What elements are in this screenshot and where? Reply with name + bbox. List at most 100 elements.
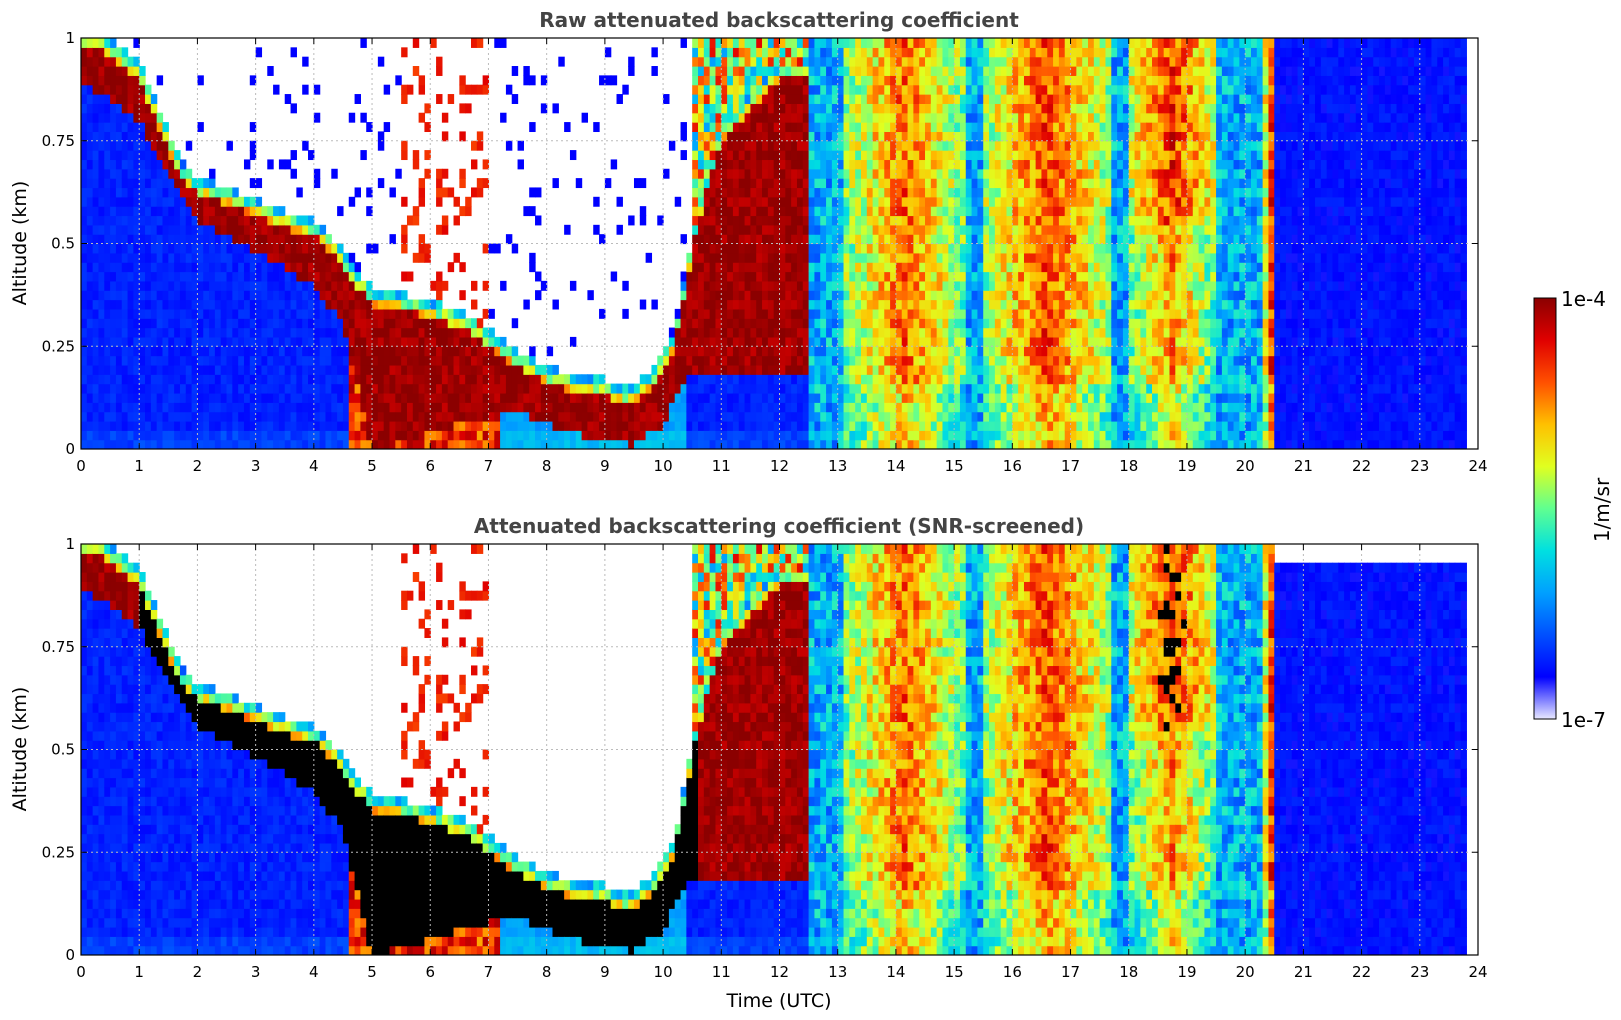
heatmap-cell	[948, 112, 955, 123]
heatmap-cell	[139, 355, 146, 366]
heatmap-cell	[209, 187, 216, 198]
heatmap-cell	[948, 290, 955, 301]
heatmap-cell	[692, 224, 699, 235]
heatmap-cell	[110, 346, 117, 357]
heatmap-cell	[738, 252, 746, 263]
heatmap-cell	[855, 224, 862, 235]
heatmap-cell	[855, 327, 862, 338]
heatmap-cell	[226, 187, 233, 198]
heatmap-cell	[837, 252, 845, 263]
heatmap-cell	[232, 346, 239, 357]
heatmap-cell	[308, 299, 315, 310]
heatmap-cell	[203, 299, 210, 310]
heatmap-cell	[715, 383, 722, 394]
heatmap-cell	[895, 47, 903, 58]
heatmap-cell	[872, 159, 880, 170]
heatmap-cell	[1012, 187, 1019, 198]
heatmap-cell	[767, 103, 775, 114]
heatmap-cell	[791, 103, 798, 114]
heatmap-cell	[901, 392, 909, 403]
heatmap-cell	[954, 215, 961, 226]
heatmap-cell	[692, 47, 699, 58]
heatmap-cell	[459, 206, 466, 217]
heatmap-cell	[92, 271, 100, 282]
heatmap-cell	[849, 299, 856, 310]
heatmap-cell	[430, 299, 437, 310]
heatmap-cell	[703, 430, 711, 441]
heatmap-cell	[243, 271, 251, 282]
heatmap-cell	[802, 187, 810, 198]
heatmap-cell	[133, 271, 140, 282]
heatmap-cell	[372, 318, 379, 329]
heatmap-cell	[342, 262, 350, 273]
heatmap-cell	[296, 402, 303, 413]
heatmap-cell	[232, 439, 239, 449]
heatmap-cell	[756, 280, 763, 291]
heatmap-cell	[1006, 252, 1013, 263]
heatmap-cell	[767, 187, 775, 198]
heatmap-cell	[855, 234, 862, 245]
heatmap-cell	[145, 252, 152, 263]
heatmap-cell	[465, 206, 472, 217]
heatmap-cell	[843, 327, 850, 338]
heatmap-cell	[156, 75, 164, 86]
heatmap-cell	[436, 402, 443, 413]
heatmap-cell	[558, 411, 565, 422]
heatmap-cell	[278, 215, 286, 226]
heatmap-cell	[81, 66, 88, 76]
heatmap-cell	[925, 336, 932, 347]
heatmap-cell	[930, 224, 938, 235]
heatmap-cell	[814, 355, 821, 366]
heatmap-cell	[959, 215, 967, 226]
heatmap-cell	[773, 318, 781, 329]
heatmap-cell	[471, 383, 478, 394]
heatmap-cell	[930, 402, 938, 413]
heatmap-cell	[686, 290, 693, 301]
heatmap-cell	[1000, 94, 1008, 104]
heatmap-cell	[145, 168, 152, 179]
heatmap-cell	[168, 336, 175, 347]
heatmap-cell	[412, 374, 420, 385]
heatmap-cell	[715, 299, 722, 310]
heatmap-cell	[1006, 38, 1013, 48]
heatmap-cell	[162, 383, 169, 394]
heatmap-cell	[459, 168, 466, 179]
heatmap-cell	[575, 411, 583, 422]
heatmap-cell	[127, 430, 134, 441]
heatmap-cell	[273, 84, 280, 95]
heatmap-cell	[954, 262, 961, 273]
heatmap-cell	[261, 243, 268, 254]
heatmap-cell	[936, 131, 944, 142]
heatmap-cell	[901, 430, 909, 441]
heatmap-cell	[820, 224, 827, 235]
heatmap-cell	[412, 439, 420, 449]
heatmap-cell	[744, 103, 751, 114]
heatmap-cell	[86, 215, 94, 226]
heatmap-cell	[127, 383, 134, 394]
heatmap-cell	[860, 290, 868, 301]
heatmap-cell	[168, 140, 175, 151]
heatmap-cell	[884, 439, 891, 449]
heatmap-cell	[476, 140, 484, 151]
heatmap-cell	[977, 290, 984, 301]
heatmap-cell	[1012, 215, 1019, 226]
heatmap-cell	[808, 140, 816, 151]
heatmap-cell	[342, 252, 350, 263]
heatmap-cell	[313, 224, 321, 235]
heatmap-cell	[796, 430, 804, 441]
heatmap-cell	[919, 318, 926, 329]
heatmap-cell	[762, 38, 769, 48]
heatmap-cell	[185, 318, 193, 329]
heatmap-cell	[197, 75, 204, 86]
heatmap-cell	[994, 178, 1002, 189]
heatmap-cell	[226, 196, 233, 207]
heatmap-cell	[983, 271, 990, 282]
heatmap-cell	[983, 75, 990, 86]
heatmap-cell	[936, 355, 944, 366]
heatmap-cell	[139, 94, 146, 104]
heatmap-cell	[878, 150, 885, 161]
heatmap-cell	[680, 420, 687, 431]
heatmap-cell	[273, 420, 280, 431]
heatmap-cell	[692, 112, 699, 123]
heatmap-cell	[831, 262, 839, 273]
